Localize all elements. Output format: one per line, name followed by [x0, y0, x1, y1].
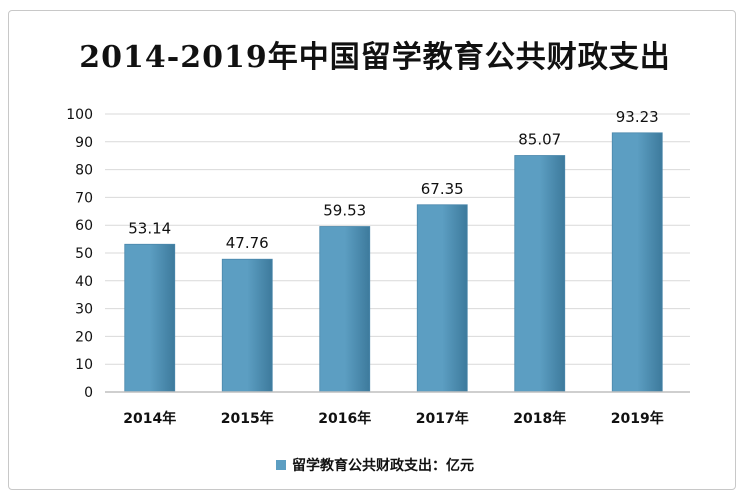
data-label: 85.07 [518, 131, 561, 149]
y-tick-label: 60 [75, 218, 93, 234]
data-label: 47.76 [226, 234, 269, 252]
data-label: 93.23 [616, 108, 659, 126]
legend-swatch [276, 460, 286, 470]
bar [611, 132, 663, 393]
data-label: 67.35 [421, 180, 464, 198]
bar [514, 155, 566, 393]
bar [416, 204, 468, 393]
bars [124, 132, 663, 393]
y-tick-label: 50 [75, 246, 93, 262]
y-tick-label: 90 [75, 135, 93, 151]
bar [221, 258, 273, 393]
data-label: 59.53 [323, 202, 366, 220]
x-tick-label: 2014年 [123, 410, 176, 427]
x-tick-label: 2018年 [513, 410, 566, 427]
data-label: 53.14 [128, 219, 171, 237]
bar [319, 226, 371, 393]
y-tick-label: 70 [75, 190, 93, 206]
x-axis-ticks: 2014年 2015年 2016年 2017年 2018年 2019年 [123, 410, 663, 427]
x-tick-label: 2016年 [318, 410, 371, 427]
y-tick-label: 40 [75, 274, 93, 290]
legend-label: 留学教育公共财政支出：亿元 [292, 458, 474, 474]
x-tick-label: 2015年 [221, 410, 274, 427]
bar [124, 243, 176, 393]
y-axis-ticks: 0 10 20 30 40 50 60 70 80 90 100 [66, 107, 93, 401]
x-tick-label: 2017年 [416, 410, 469, 427]
x-tick-label: 2019年 [611, 410, 664, 427]
grid-lines [105, 113, 690, 393]
y-tick-label: 10 [75, 357, 93, 373]
chart-title: 2014-2019年中国留学教育公共财政支出 [79, 40, 671, 75]
y-tick-label: 80 [75, 163, 93, 179]
data-labels: 53.14 47.76 59.53 67.35 85.07 93.23 [128, 108, 658, 252]
legend: 留学教育公共财政支出：亿元 [0, 455, 750, 475]
y-tick-label: 20 [75, 329, 93, 345]
y-tick-label: 100 [66, 107, 93, 123]
y-tick-label: 0 [84, 385, 93, 401]
y-tick-label: 30 [75, 302, 93, 318]
